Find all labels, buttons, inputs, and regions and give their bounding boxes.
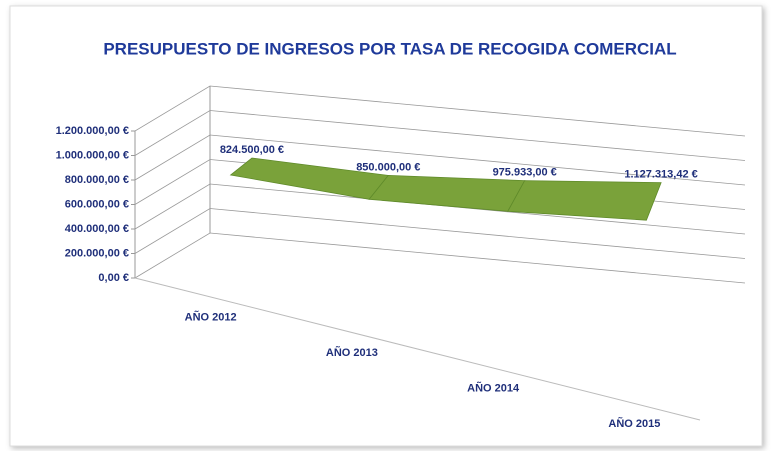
y-tick-label: 800.000,00 € — [65, 174, 129, 186]
data-label: 975.933,00 € — [493, 166, 557, 178]
y-tick-label: 400.000,00 € — [65, 223, 129, 235]
y-tick-label: 1.200.000,00 € — [56, 125, 129, 137]
data-label: 824.500,00 € — [220, 144, 284, 156]
y-tick-label: 0,00 € — [98, 272, 129, 284]
data-label: 850.000,00 € — [356, 161, 420, 173]
y-tick-label: 200.000,00 € — [65, 247, 129, 259]
y-tick-label: 1.000.000,00 € — [56, 149, 129, 161]
ribbon-segment — [507, 180, 662, 221]
chart-title: PRESUPUESTO DE INGRESOS POR TASA DE RECO… — [103, 39, 676, 58]
x-tick-label: AÑO 2012 — [185, 311, 237, 324]
x-tick-label: AÑO 2013 — [326, 346, 378, 359]
data-label: 1.127.313,42 € — [624, 168, 697, 180]
y-tick-label: 600.000,00 € — [65, 198, 129, 210]
floor-edge — [134, 277, 701, 421]
x-tick-label: AÑO 2015 — [608, 417, 660, 430]
x-tick-label: AÑO 2014 — [467, 382, 520, 395]
